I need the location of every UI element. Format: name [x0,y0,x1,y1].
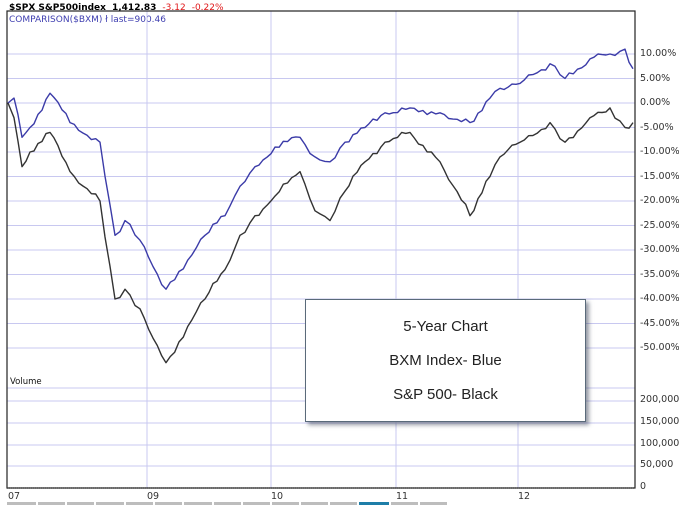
volume-tick-label: 200,000 [640,394,679,405]
tab[interactable] [7,502,36,505]
x-tick-label: 09 [147,491,160,502]
volume-tick-label: 50,000 [640,459,674,470]
y-tick-label: -50.00% [640,342,679,353]
volume-tick-label: 0 [640,481,647,492]
y-tick-label: -15.00% [640,170,679,182]
symbol-header: $SPX S&P500index 1,412.83 -3.12 -0.22% [9,3,224,14]
bxm-line [7,48,634,290]
y-tick-label: 5.00% [640,72,671,84]
tab[interactable] [391,502,418,505]
tab[interactable] [155,502,182,505]
tab[interactable] [243,502,270,505]
price-change: -3.12 [162,3,186,13]
y-tick-label: -10.00% [640,146,679,157]
y-tick-label: -40.00% [640,293,679,304]
comparison-header: COMPARISON($BXM) ł last=900.46 [9,15,166,25]
price-change-pct: -0.22% [191,3,224,13]
symbol-name: $SPX S&P500index [9,3,106,13]
tab[interactable] [38,502,65,505]
tab[interactable] [272,502,299,505]
tab[interactable] [126,502,153,505]
spx-line [7,102,634,364]
tab[interactable] [184,502,212,505]
tab[interactable] [301,502,328,505]
volume-tick-label: 100,000 [640,438,679,449]
x-tick-label: 12 [518,491,531,502]
y-tick-label: -20.00% [640,195,679,206]
tab[interactable] [420,502,447,505]
x-tick-label: 10 [271,491,284,502]
y-tick-label: -45.00% [640,317,679,329]
tab-strip [0,502,679,505]
y-tick-label: -5.00% [640,121,674,133]
y-tick-label: -25.00% [640,219,679,231]
legend-title: 5-Year Chart [403,318,488,335]
tab-active[interactable] [359,502,389,505]
tab[interactable] [214,502,241,505]
y-tick-label: -35.00% [640,268,679,280]
legend-box: 5-Year Chart BXM Index- Blue S&P 500- Bl… [305,299,586,422]
y-tick-label: 10.00% [640,48,677,59]
legend-bxm: BXM Index- Blue [389,352,502,369]
tab[interactable] [330,502,357,505]
x-tick-label: 11 [396,491,409,502]
tab[interactable] [96,502,124,505]
volume-label: Volume [10,377,42,387]
x-tick-label: 07 [8,491,21,502]
y-tick-label: -30.00% [640,244,679,255]
last-price: 1,412.83 [111,3,157,13]
legend-spx: S&P 500- Black [393,386,498,403]
data-lines [7,48,634,364]
tab[interactable] [67,502,94,505]
volume-tick-label: 150,000 [640,416,679,427]
y-tick-label: 0.00% [640,97,671,108]
